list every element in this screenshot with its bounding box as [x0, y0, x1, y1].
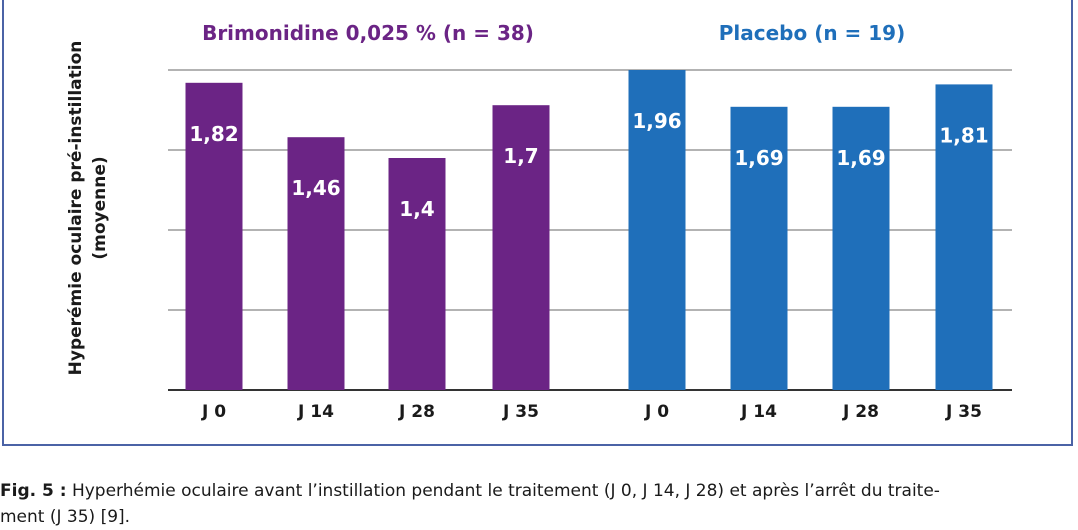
data-label: 1,96	[632, 109, 681, 133]
x-tick-label: J 35	[502, 402, 539, 422]
data-label: 1,7	[503, 144, 538, 168]
bar	[935, 84, 993, 391]
figure-caption: Fig. 5 : Hyperhémie oculaire avant l’ins…	[0, 478, 1078, 530]
x-tick-label: J 14	[297, 402, 334, 422]
data-label: 1,46	[291, 176, 340, 200]
x-tick-label: J 0	[201, 402, 226, 422]
x-tick-label: J 0	[644, 402, 669, 422]
bar	[730, 106, 788, 391]
data-label: 1,69	[836, 146, 885, 170]
x-tick-label: J 28	[398, 402, 435, 422]
bar	[492, 105, 550, 390]
data-label: 1,4	[399, 197, 434, 221]
bar-chart: Brimonidine 0,025 % (n = 38) 1,82 J 0 1,46 J…	[168, 21, 1012, 422]
bar	[185, 82, 243, 391]
caption-fig-label: Fig. 5 :	[0, 481, 67, 501]
caption-text-line2: ment (J 35) [9].	[0, 507, 131, 527]
x-tick-label: J 14	[740, 402, 777, 422]
data-label: 1,81	[939, 123, 988, 147]
x-tick-label: J 28	[842, 402, 879, 422]
bar	[287, 137, 345, 390]
data-label: 1,82	[189, 122, 238, 146]
x-tick-label: J 35	[945, 402, 982, 422]
caption-text-line1: Hyperhémie oculaire avant l’instillation…	[71, 481, 940, 501]
bar	[388, 158, 446, 390]
caption-line1: Fig. 5 : Hyperhémie oculaire avant l’ins…	[0, 478, 1078, 504]
data-label: 1,69	[734, 146, 783, 170]
group-title: Placebo (n = 19)	[719, 21, 905, 45]
group-title: Brimonidine 0,025 % (n = 38)	[202, 21, 534, 45]
bar	[832, 106, 890, 391]
bar	[628, 70, 686, 390]
